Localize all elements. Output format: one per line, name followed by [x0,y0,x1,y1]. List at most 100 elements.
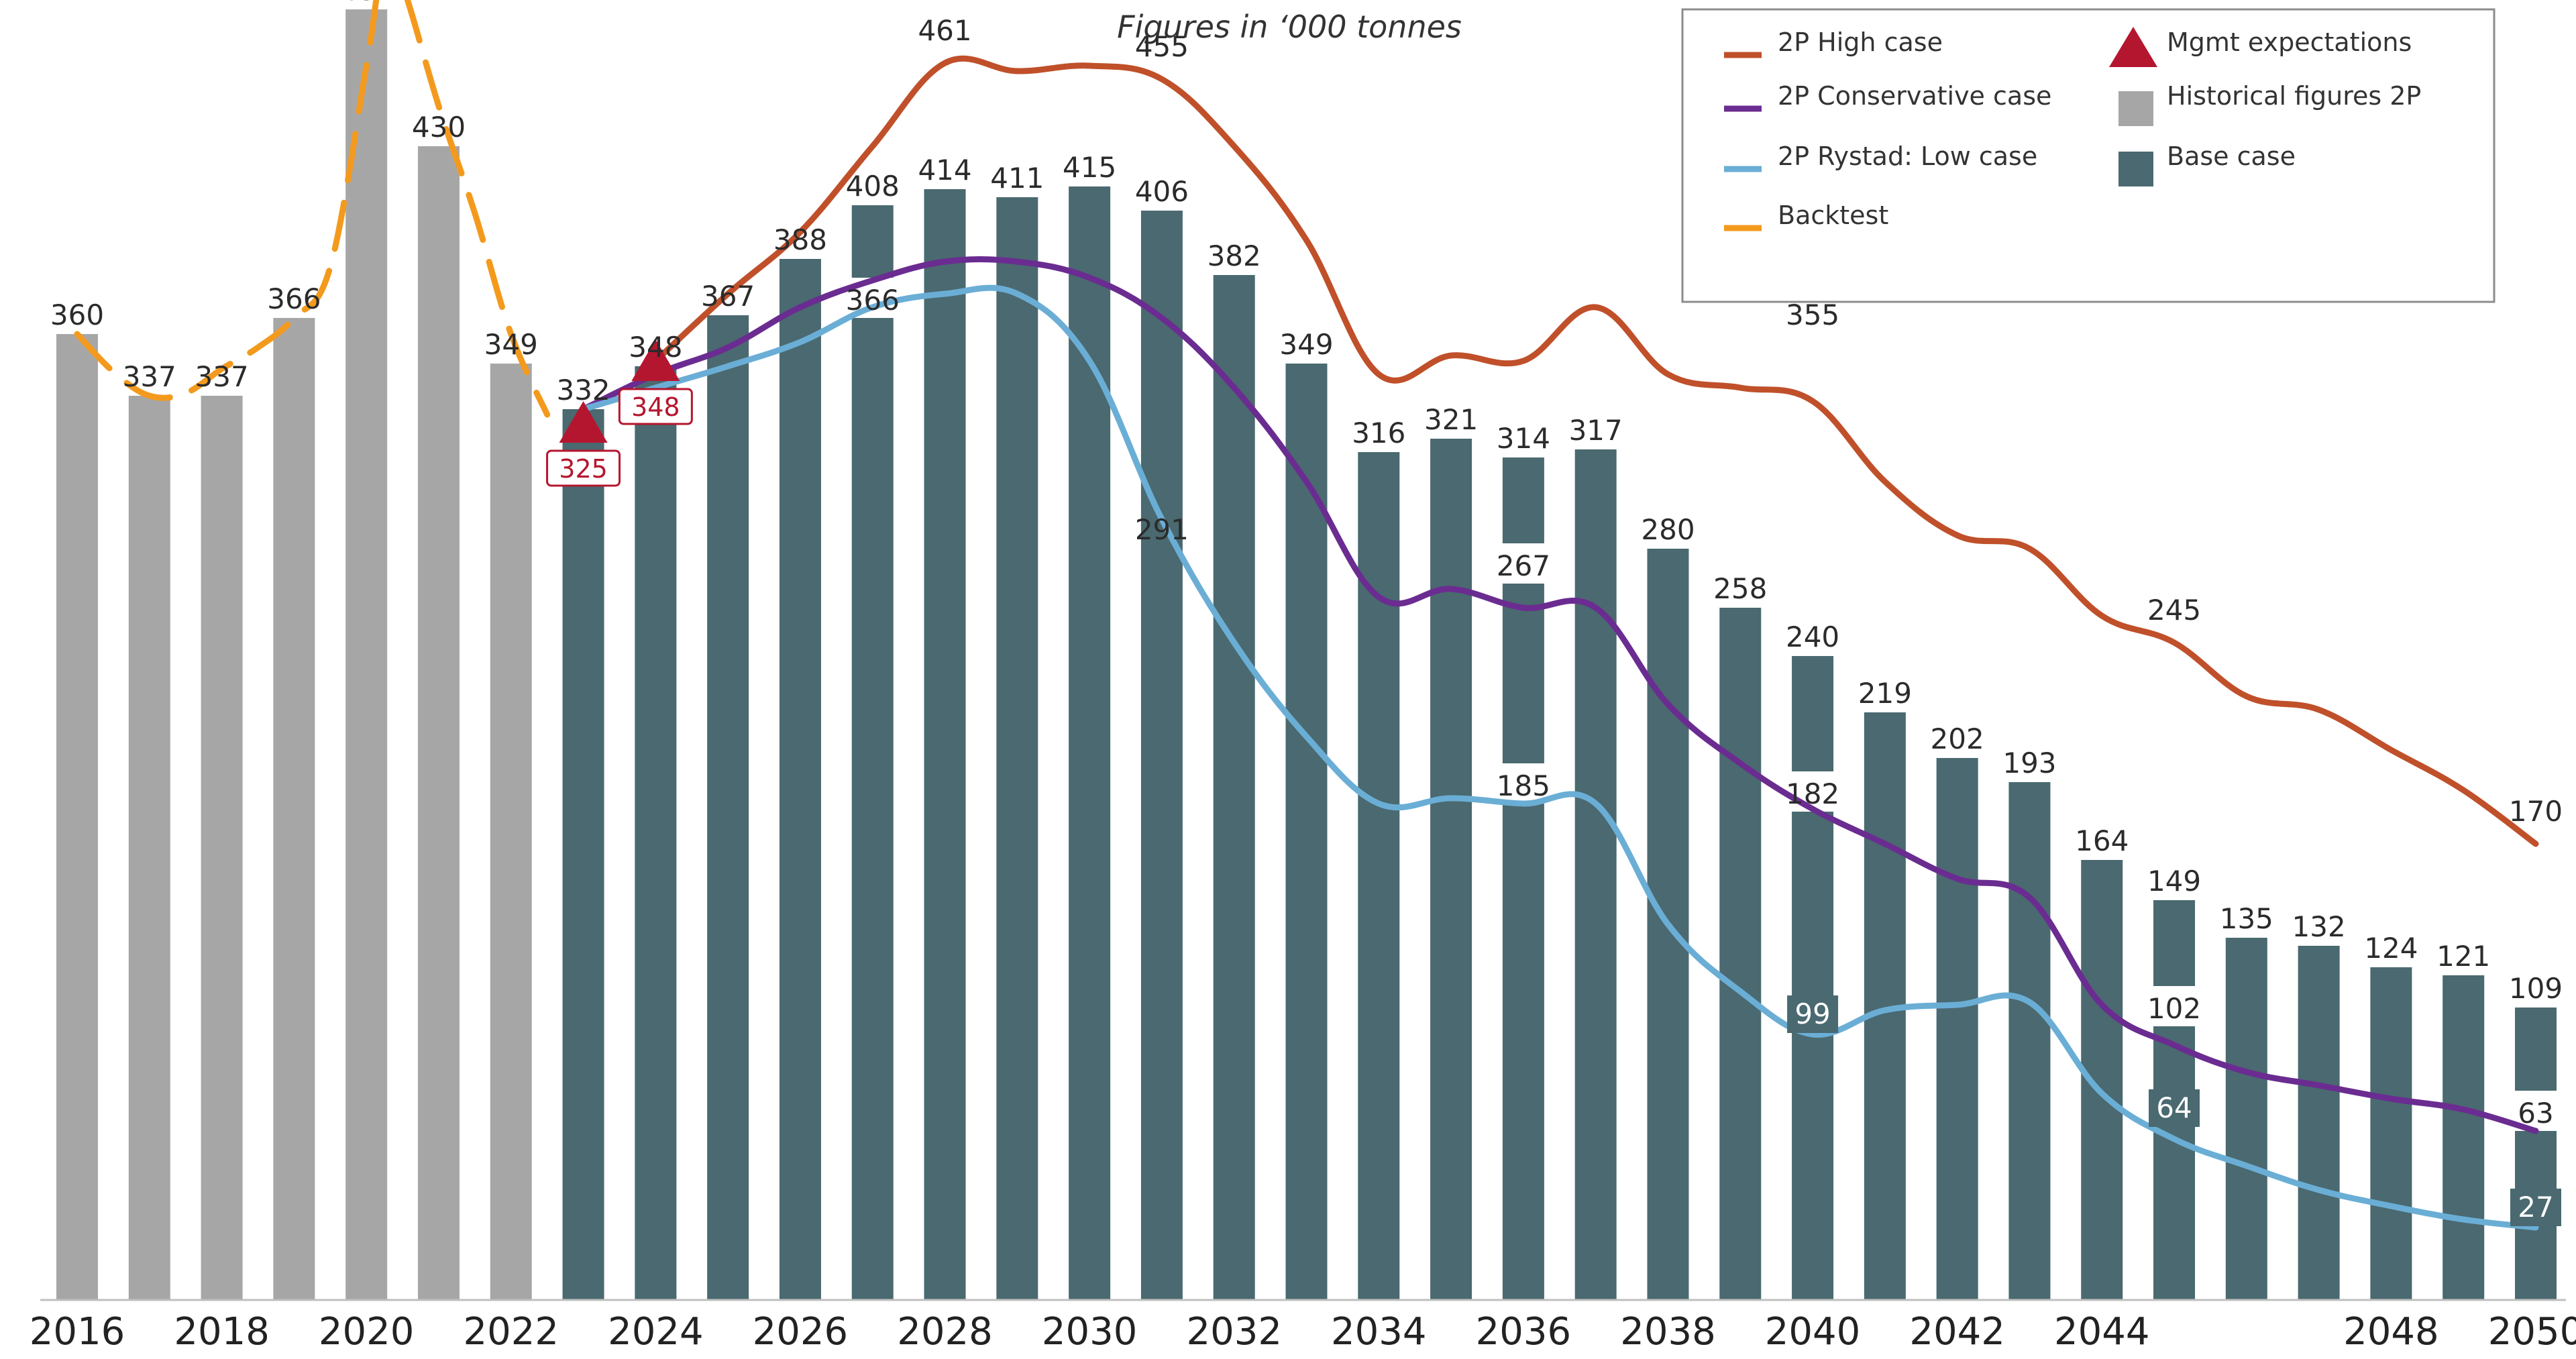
x-tick-2020: 2020 [319,1310,415,1354]
base-case-value-label-2036: 314 [1497,422,1550,455]
legend-label-2p-rystad-low-case: 2P Rystad: Low case [1778,142,2037,171]
base-case-value-label-2024: 348 [629,331,682,364]
base-case-value-label-2035: 321 [1424,403,1478,436]
x-tick-2018: 2018 [174,1310,270,1354]
base-case-value-label-2039: 258 [1713,572,1767,605]
mgmt-label-box-2023 [546,449,621,487]
x-tick-2044: 2044 [2054,1310,2150,1354]
base-case-value-label-2048: 124 [2364,932,2418,965]
base-case-value-label-2030: 415 [1063,151,1116,184]
base-case-bar-2035 [1430,439,1472,1300]
base-case-bar-2026 [779,259,821,1300]
base-case-value-label-2044: 164 [2075,824,2129,857]
line-label-2050-170: 170 [2509,795,2563,828]
base-case-bar-2023 [562,409,604,1300]
x-tick-2038: 2038 [1620,1310,1716,1354]
base-case-bar-2025 [707,315,749,1300]
base-case-bar-2032 [1213,275,1255,1300]
historical-figures-2p-value-label-2018: 337 [195,360,249,393]
legend-label-base-case: Base case [2167,142,2296,171]
base-case-value-label-2023: 332 [556,374,610,406]
base-case-value-label-2026: 388 [773,223,827,256]
base-case-value-label-2027: 408 [846,170,900,203]
base-case-value-label-2045: 149 [2147,865,2201,898]
base-case-bar-2027 [851,205,894,1300]
notch-label-2040-182: 182 [1786,777,1839,810]
base-case-value-label-2028: 414 [918,154,971,186]
labels-layer: 360 337 337 366 481 430 349 332 348 367 388 408 414 4… [50,0,2563,1226]
legend-label-2p-high-case: 2P High case [1778,28,1943,57]
historical-figures-2p-bar-2017 [128,396,170,1300]
legend-label-2p-conservative-case: 2P Conservative case [1778,81,2051,111]
historical-figures-2p-value-label-2022: 349 [484,328,538,361]
x-tick-2050: 2050 [2488,1310,2576,1354]
notch-gap-2036-185 [1501,763,1546,804]
chart-title: Figures in ‘000 tonnes [1117,9,1462,45]
line-label-2045-245: 245 [2147,594,2201,627]
x-tick-2026: 2026 [753,1310,849,1354]
inbar-badge-2050 [2510,1189,2561,1226]
x-tick-2048: 2048 [2343,1310,2439,1354]
base-case-value-label-2040: 240 [1786,620,1839,653]
mgmt-expectation-marker-2023 [559,401,608,443]
historical-figures-2p-bar-2019 [273,318,315,1300]
base-case-value-label-2050: 109 [2509,972,2563,1005]
historical-figures-2p-bar-2021 [417,146,460,1300]
x-tick-2016: 2016 [30,1310,125,1354]
x-tick-2022: 2022 [464,1310,559,1354]
base-case-bar-2037 [1574,449,1617,1300]
historical-figures-2p-value-label-2017: 337 [123,360,176,393]
legend-label-historical-figures-2p: Historical figures 2P [2167,81,2421,111]
legend-box [1681,8,2496,303]
legend-label-backtest: Backtest [1778,201,1888,230]
backtest-line [74,0,551,418]
base-case-value-label-2042: 202 [1931,722,1984,755]
base-case-bar-2047 [2298,946,2340,1300]
base-case-value-label-2025: 367 [701,280,755,313]
base-case-bar-2049 [2443,975,2485,1300]
historical-figures-2p-bar-2022 [490,364,532,1300]
x-tick-2032: 2032 [1186,1310,1282,1354]
notch-label-2036-185: 185 [1497,769,1550,802]
base-case-value-label-2041: 219 [1858,677,1912,710]
x-tick-2042: 2042 [1909,1310,2005,1354]
base-case-bar-2050 [2515,1008,2557,1300]
base-case-bar-2028 [924,189,966,1300]
mgmt-label-2023: 325 [559,454,608,484]
base-case-value-label-2033: 349 [1279,328,1333,361]
inbar-label-2040-99: 99 [1794,997,1830,1030]
x-tick-2036: 2036 [1476,1310,1572,1354]
base-case-bar-2031 [1140,211,1183,1300]
base-case-bar-2029 [996,197,1038,1300]
mgmt-label-2024: 348 [631,392,680,422]
legend: 2P High case 2P Conservative case 2P Rysta… [1681,8,2496,303]
base-case-value-label-2047: 132 [2292,910,2346,943]
base-case-value-label-2032: 382 [1208,239,1261,272]
line-label-2031-455: 455 [1135,30,1189,63]
base-case-value-label-2049: 121 [2436,940,2490,973]
x-tick-2040: 2040 [1765,1310,1861,1354]
base-case-value-label-2034: 316 [1352,417,1405,449]
base-case-bar-2048 [2370,967,2412,1300]
notch-label-2036-267: 267 [1497,549,1550,582]
historical-figures-2p-value-label-2019: 366 [267,282,321,315]
notch-label-2050-63: 63 [2518,1097,2553,1130]
mgmt-label-box-2024 [618,388,693,425]
inbar-badge-2045 [2149,1089,2200,1127]
notch-label-2045-102: 102 [2147,992,2201,1025]
legend-swatch-base-case [2118,152,2153,186]
x-tick-2034: 2034 [1331,1310,1427,1354]
line-label-2031-291: 291 [1135,513,1189,546]
base-case-bar-2043 [2008,782,2051,1300]
x-tick-2024: 2024 [608,1310,704,1354]
base-case-value-label-2038: 280 [1641,513,1695,546]
legend-swatch-mgmt-expectations [2109,27,2157,67]
historical-figures-2p-bar-2018 [201,396,243,1300]
line-label-2028-461: 461 [918,14,971,47]
x-tick-labels: 2016 2018 2020 2022 2024 2026 2028 2030 2032 2034… [30,1310,2576,1354]
notch-label-2027-366: 366 [846,284,900,317]
x-tick-2030: 2030 [1042,1310,1138,1354]
markers-layer: 325 348 [546,339,693,487]
legend-label-mgmt-expectations: Mgmt expectations [2167,28,2412,57]
